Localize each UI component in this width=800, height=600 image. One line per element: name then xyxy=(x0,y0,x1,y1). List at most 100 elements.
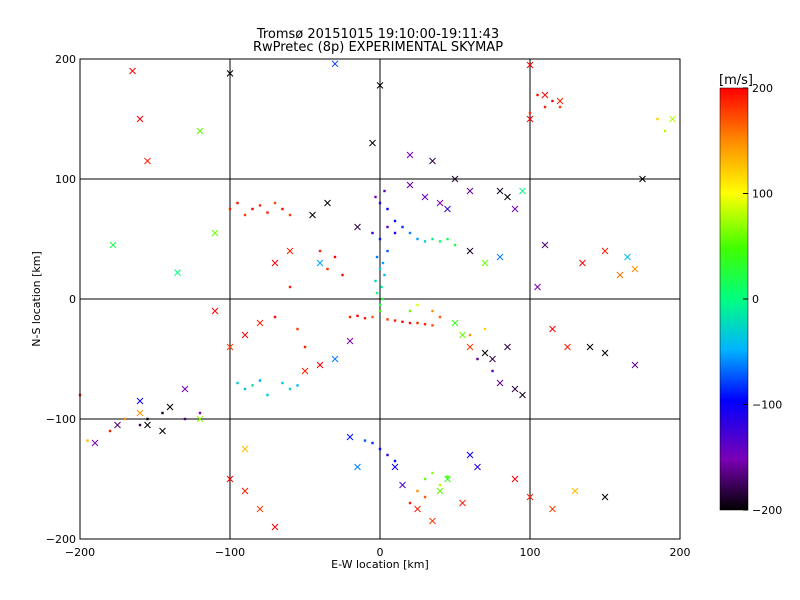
data-point-dot xyxy=(281,381,284,385)
data-point-cross xyxy=(286,247,294,255)
data-point-cross xyxy=(346,337,354,345)
data-point-cross xyxy=(181,385,189,393)
colorbar-tick-label: −100 xyxy=(752,399,782,412)
data-point-dot xyxy=(431,309,434,313)
data-point-cross xyxy=(466,187,474,195)
data-point-dot xyxy=(528,111,532,115)
y-tick-label: −100 xyxy=(46,413,76,426)
data-point-cross xyxy=(631,361,639,369)
data-point-dot xyxy=(273,201,277,205)
data-point-dot xyxy=(663,129,667,133)
data-point-cross xyxy=(421,193,429,201)
data-point-dot xyxy=(273,315,277,319)
data-point-dot xyxy=(386,225,389,229)
data-point-cross xyxy=(511,205,519,213)
data-point-cross xyxy=(256,505,264,513)
chart-subtitle: RwPretec (8p) EXPERIMENTAL SKYMAP xyxy=(253,40,503,55)
data-point-dot xyxy=(401,225,404,229)
data-point-dot xyxy=(161,411,164,415)
data-point-dot xyxy=(371,315,374,319)
y-tick-label: 100 xyxy=(55,173,76,186)
data-point-cross xyxy=(511,475,519,483)
data-point-cross xyxy=(429,517,436,525)
data-point-dot xyxy=(363,439,367,442)
data-point-dot xyxy=(380,285,383,289)
y-tick-labels: −200 −100 0 100 200 xyxy=(46,53,76,546)
data-point-cross xyxy=(91,439,99,447)
data-point-cross xyxy=(526,61,534,69)
data-point-dot xyxy=(423,240,427,243)
data-point-cross xyxy=(504,343,511,351)
data-point-cross xyxy=(144,421,151,429)
data-point-dot xyxy=(326,267,329,271)
data-point-dot xyxy=(491,369,494,373)
data-point-dot xyxy=(86,439,89,442)
data-point-dot xyxy=(341,273,344,277)
data-point-dot xyxy=(408,309,412,313)
data-point-cross xyxy=(406,181,414,189)
data-point-cross xyxy=(436,199,444,207)
data-point-dot xyxy=(378,267,382,271)
colorbar-tick-label: −200 xyxy=(752,504,782,517)
data-point-dot xyxy=(318,249,322,253)
data-point-cross xyxy=(541,241,549,249)
data-point-cross xyxy=(109,241,117,249)
data-point-cross xyxy=(474,463,481,471)
data-point-dot xyxy=(416,237,419,241)
data-point-dot xyxy=(183,417,187,421)
colorbar-ticks: 200 100 0 −100 −200 xyxy=(743,82,782,517)
y-tick-label: 0 xyxy=(69,293,76,306)
data-point-dot xyxy=(123,417,127,421)
data-point-dot xyxy=(393,219,397,223)
data-point-cross xyxy=(256,319,264,327)
data-point-cross xyxy=(331,355,339,363)
data-point-dot xyxy=(108,429,112,433)
y-tick-label: 200 xyxy=(55,53,76,66)
x-tick-label: −100 xyxy=(215,546,245,559)
data-point-cross xyxy=(601,247,609,255)
data-point-dot xyxy=(656,117,659,121)
data-point-dot xyxy=(438,240,442,243)
data-point-dot xyxy=(483,327,487,331)
data-point-dot xyxy=(251,207,254,211)
data-point-cross xyxy=(564,343,571,351)
data-point-cross xyxy=(391,463,399,471)
data-point-dot xyxy=(401,320,404,323)
data-point-dot xyxy=(146,417,149,421)
data-point-dot xyxy=(386,207,389,211)
data-point-dot xyxy=(381,261,385,265)
data-point-dot xyxy=(266,393,269,397)
data-point-cross xyxy=(451,319,459,327)
data-point-dot xyxy=(236,201,239,205)
data-point-dot xyxy=(375,255,379,259)
data-point-dot xyxy=(416,321,419,325)
colorbar-label: [m/s] xyxy=(719,73,753,88)
data-point-dot xyxy=(378,447,382,451)
data-point-dot xyxy=(423,323,427,326)
data-point-cross xyxy=(271,523,279,531)
data-point-cross xyxy=(226,343,234,351)
data-point-cross xyxy=(549,325,556,333)
data-point-dot xyxy=(551,99,554,103)
data-points xyxy=(78,60,676,531)
data-point-cross xyxy=(496,253,504,261)
data-point-dot xyxy=(423,477,427,481)
data-point-cross xyxy=(271,259,279,267)
data-point-cross xyxy=(549,505,556,513)
data-point-dot xyxy=(383,273,386,277)
data-point-cross xyxy=(616,271,624,279)
data-point-cross xyxy=(466,247,474,255)
data-point-dot xyxy=(228,207,232,211)
data-point-cross xyxy=(346,433,354,441)
data-point-cross xyxy=(331,60,339,68)
data-point-cross xyxy=(226,475,234,483)
data-point-cross xyxy=(136,115,144,123)
data-point-dot xyxy=(243,387,247,391)
data-point-cross xyxy=(526,115,534,123)
data-point-dot xyxy=(258,204,262,207)
data-point-dot xyxy=(446,475,449,478)
data-point-dot xyxy=(348,315,352,319)
data-point-dot xyxy=(236,381,239,385)
chart-title: Tromsø 20151015 19:10:00-19:11:43 xyxy=(256,27,499,42)
data-point-cross xyxy=(196,127,204,135)
